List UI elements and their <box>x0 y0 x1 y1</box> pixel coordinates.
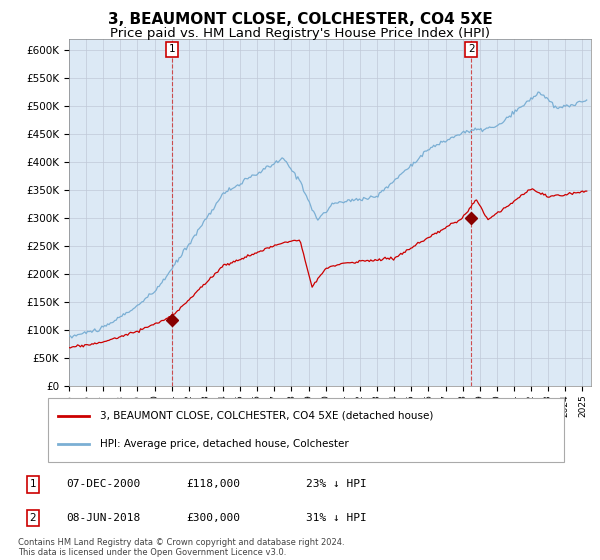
Text: 31% ↓ HPI: 31% ↓ HPI <box>306 513 367 523</box>
Text: 3, BEAUMONT CLOSE, COLCHESTER, CO4 5XE: 3, BEAUMONT CLOSE, COLCHESTER, CO4 5XE <box>107 12 493 27</box>
Text: Contains HM Land Registry data © Crown copyright and database right 2024.
This d: Contains HM Land Registry data © Crown c… <box>18 538 344 557</box>
Text: 23% ↓ HPI: 23% ↓ HPI <box>306 479 367 489</box>
Text: £118,000: £118,000 <box>186 479 240 489</box>
Text: £300,000: £300,000 <box>186 513 240 523</box>
Text: HPI: Average price, detached house, Colchester: HPI: Average price, detached house, Colc… <box>100 439 349 449</box>
Text: 1: 1 <box>169 44 175 54</box>
Text: 2: 2 <box>29 513 37 523</box>
Text: 3, BEAUMONT CLOSE, COLCHESTER, CO4 5XE (detached house): 3, BEAUMONT CLOSE, COLCHESTER, CO4 5XE (… <box>100 410 433 421</box>
Text: 07-DEC-2000: 07-DEC-2000 <box>66 479 140 489</box>
FancyBboxPatch shape <box>48 398 564 462</box>
Text: 08-JUN-2018: 08-JUN-2018 <box>66 513 140 523</box>
Text: 2: 2 <box>468 44 475 54</box>
Text: 1: 1 <box>29 479 37 489</box>
Text: Price paid vs. HM Land Registry's House Price Index (HPI): Price paid vs. HM Land Registry's House … <box>110 27 490 40</box>
